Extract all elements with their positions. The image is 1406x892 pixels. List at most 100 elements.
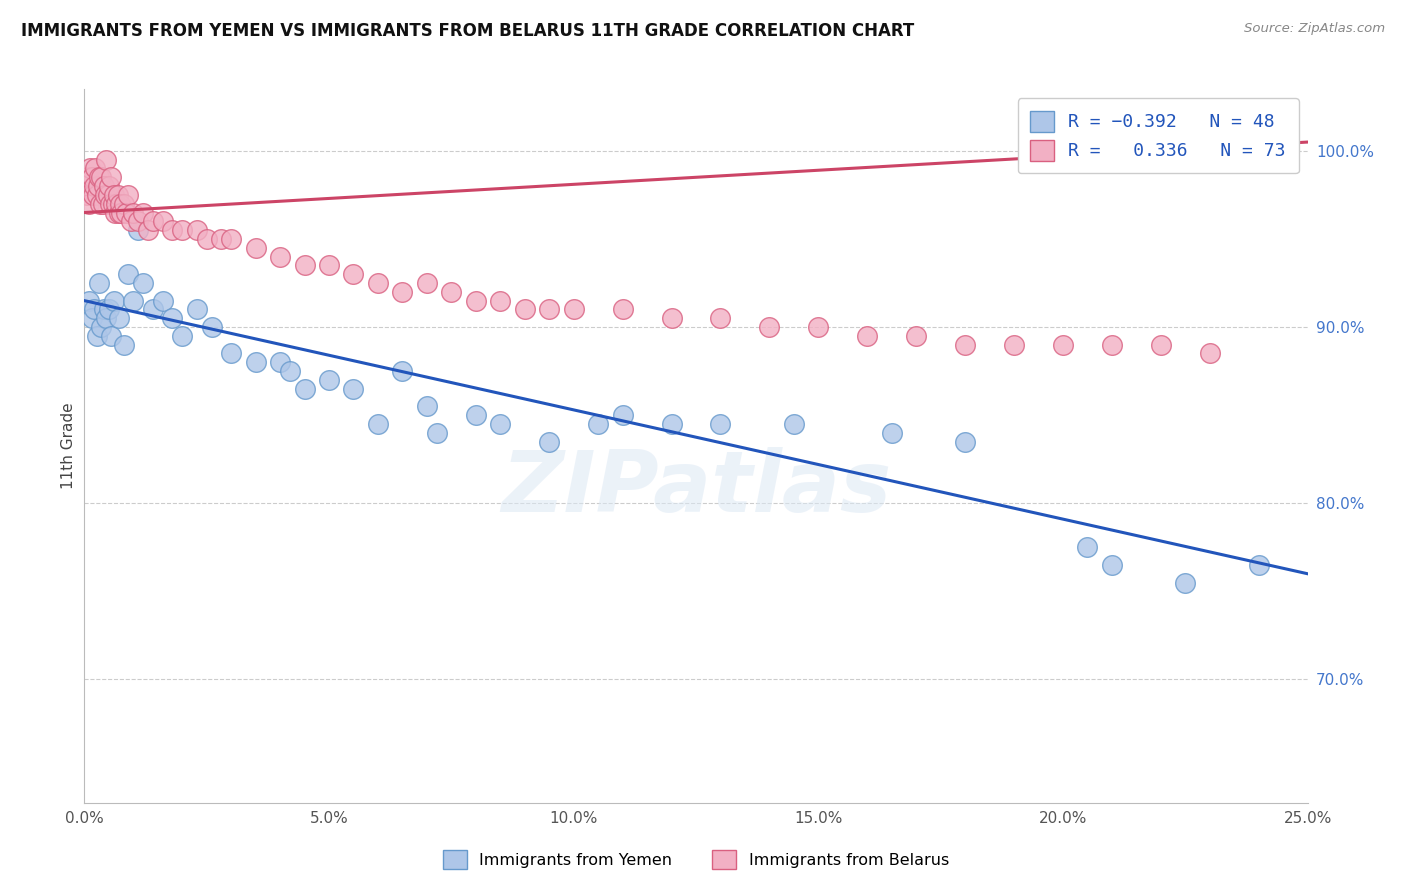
Point: [200, 320, 222, 334]
Point: [87, 276, 110, 290]
Point: [1150, 337, 1173, 351]
Point: [97, 188, 120, 202]
Point: [1076, 541, 1098, 555]
Point: [661, 311, 683, 326]
Point: [103, 293, 125, 308]
Point: [953, 434, 976, 449]
Point: [709, 311, 731, 326]
Point: [416, 276, 439, 290]
Point: [104, 205, 127, 219]
Point: [612, 408, 634, 422]
Point: [1174, 575, 1197, 590]
Point: [120, 214, 142, 228]
Point: [93, 179, 115, 194]
Point: [90, 170, 112, 185]
Point: [172, 223, 194, 237]
Point: [107, 188, 129, 202]
Point: [856, 329, 879, 343]
Point: [612, 302, 634, 317]
Point: [152, 214, 174, 228]
Point: [77, 196, 100, 211]
Point: [127, 223, 149, 237]
Point: [76, 188, 98, 202]
Point: [209, 232, 232, 246]
Text: Source: ZipAtlas.com: Source: ZipAtlas.com: [1244, 22, 1385, 36]
Point: [112, 196, 135, 211]
Point: [219, 232, 242, 246]
Point: [79, 161, 101, 176]
Point: [83, 302, 105, 317]
Point: [117, 267, 139, 281]
Text: IMMIGRANTS FROM YEMEN VS IMMIGRANTS FROM BELARUS 11TH GRADE CORRELATION CHART: IMMIGRANTS FROM YEMEN VS IMMIGRANTS FROM…: [21, 22, 914, 40]
Point: [245, 355, 267, 369]
Point: [94, 188, 117, 202]
Point: [107, 311, 129, 326]
Point: [80, 170, 103, 185]
Point: [83, 179, 105, 194]
Point: [905, 329, 928, 343]
Point: [1101, 558, 1123, 572]
Point: [661, 417, 683, 431]
Point: [1052, 337, 1074, 351]
Point: [90, 320, 112, 334]
Point: [97, 179, 120, 194]
Point: [76, 170, 98, 185]
Point: [82, 188, 104, 202]
Point: [783, 417, 806, 431]
Point: [142, 214, 165, 228]
Point: [132, 205, 155, 219]
Point: [108, 196, 131, 211]
Point: [538, 434, 561, 449]
Point: [586, 417, 609, 431]
Point: [367, 276, 389, 290]
Point: [100, 329, 122, 343]
Point: [953, 337, 976, 351]
Point: [86, 188, 108, 202]
Point: [142, 302, 165, 317]
Point: [464, 293, 486, 308]
Point: [367, 417, 389, 431]
Point: [880, 425, 903, 440]
Point: [294, 259, 316, 273]
Point: [96, 311, 118, 326]
Point: [107, 205, 129, 219]
Point: [1002, 337, 1025, 351]
Point: [117, 188, 139, 202]
Point: [115, 205, 138, 219]
Point: [96, 153, 118, 167]
Point: [152, 293, 174, 308]
Point: [269, 355, 291, 369]
Legend: Immigrants from Yemen, Immigrants from Belarus: Immigrants from Yemen, Immigrants from B…: [434, 842, 957, 877]
Point: [1198, 346, 1220, 360]
Point: [294, 382, 316, 396]
Point: [77, 293, 100, 308]
Point: [122, 293, 145, 308]
Point: [101, 196, 124, 211]
Point: [186, 302, 208, 317]
Point: [318, 373, 340, 387]
Point: [132, 276, 155, 290]
Point: [110, 205, 132, 219]
Point: [513, 302, 536, 317]
Point: [342, 267, 364, 281]
Point: [391, 285, 413, 299]
Point: [84, 161, 107, 176]
Point: [97, 302, 120, 317]
Point: [758, 320, 780, 334]
Point: [89, 196, 111, 211]
Point: [342, 382, 364, 396]
Point: [86, 329, 108, 343]
Point: [426, 425, 449, 440]
Point: [86, 179, 108, 194]
Point: [278, 364, 301, 378]
Point: [562, 302, 585, 317]
Point: [112, 337, 135, 351]
Point: [269, 250, 291, 264]
Point: [219, 346, 242, 360]
Point: [162, 311, 184, 326]
Point: [1272, 126, 1295, 140]
Point: [80, 311, 103, 326]
Point: [100, 170, 122, 185]
Point: [318, 259, 340, 273]
Point: [538, 302, 561, 317]
